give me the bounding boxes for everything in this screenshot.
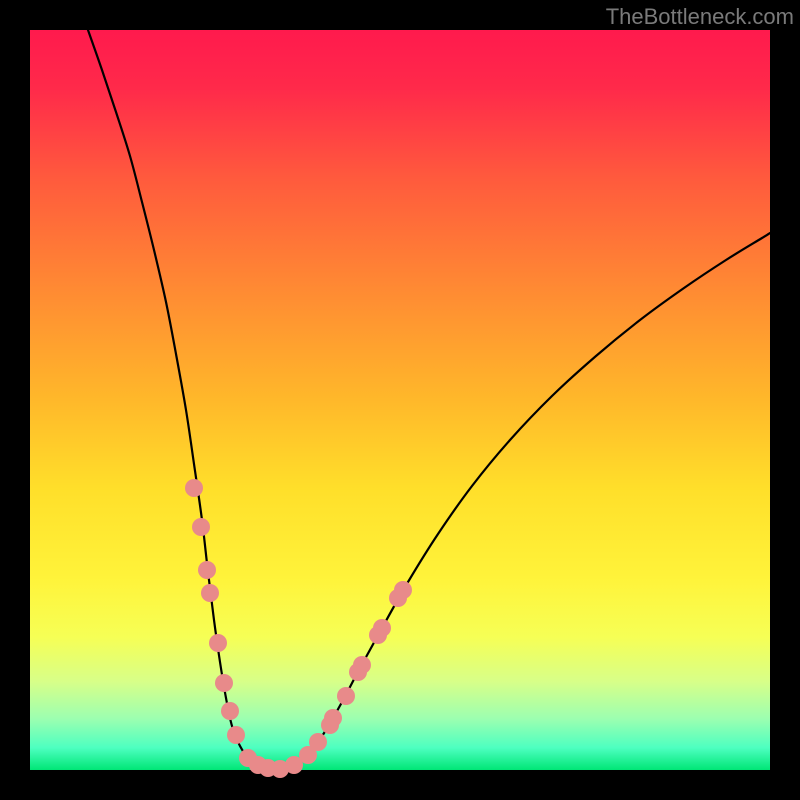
watermark-text: TheBottleneck.com bbox=[606, 4, 794, 30]
data-point-marker bbox=[198, 561, 216, 579]
data-point-marker bbox=[215, 674, 233, 692]
data-point-marker bbox=[185, 479, 203, 497]
plot-area bbox=[30, 30, 770, 770]
chart-container: TheBottleneck.com bbox=[0, 0, 800, 800]
data-point-marker bbox=[221, 702, 239, 720]
data-point-marker bbox=[227, 726, 245, 744]
data-point-marker bbox=[394, 581, 412, 599]
data-point-marker bbox=[353, 656, 371, 674]
data-point-marker bbox=[209, 634, 227, 652]
data-point-marker bbox=[309, 733, 327, 751]
data-point-marker bbox=[192, 518, 210, 536]
data-point-marker bbox=[201, 584, 219, 602]
data-point-marker bbox=[373, 619, 391, 637]
bottleneck-curve bbox=[30, 30, 770, 770]
data-point-marker bbox=[324, 709, 342, 727]
data-point-marker bbox=[337, 687, 355, 705]
